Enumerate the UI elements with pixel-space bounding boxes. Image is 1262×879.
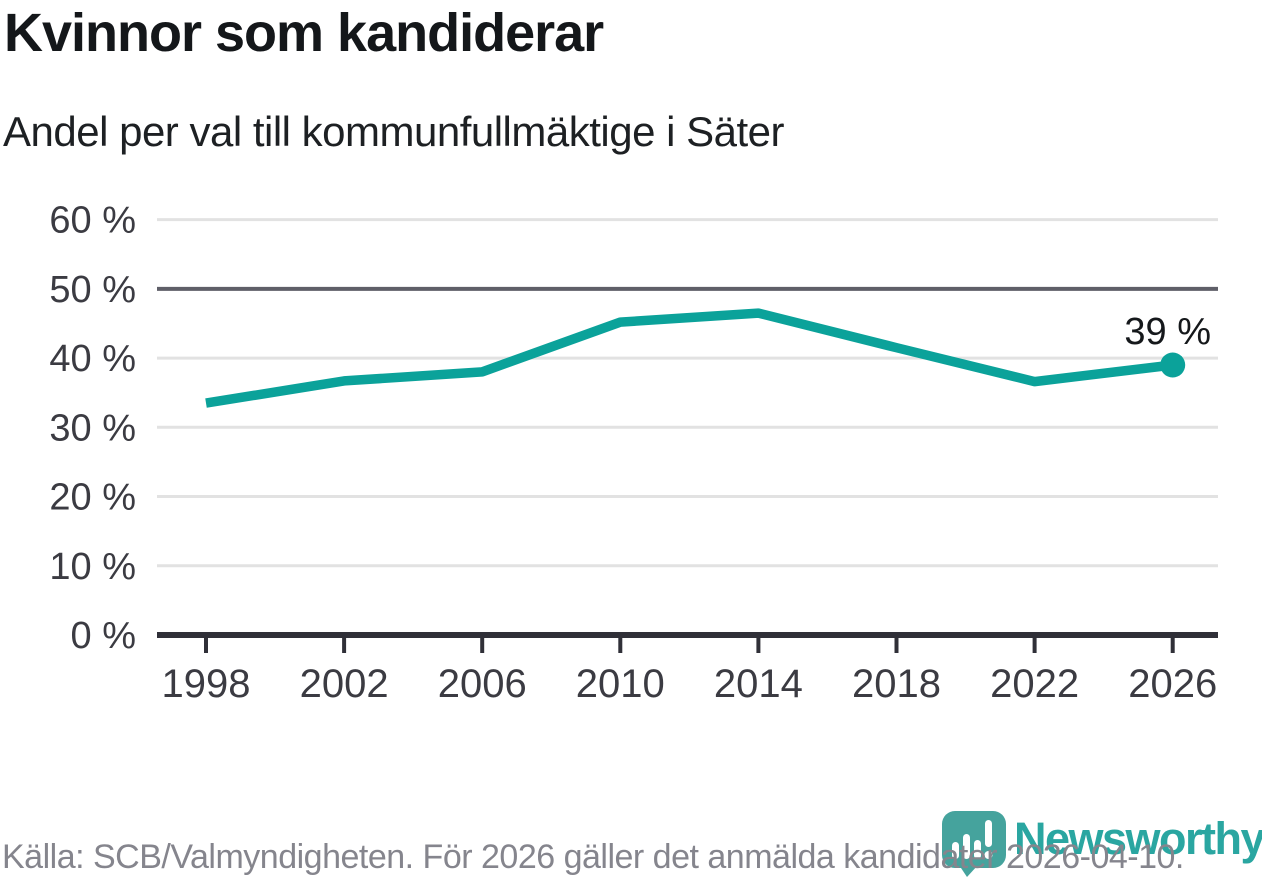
- y-tick-label: 60 %: [49, 200, 136, 242]
- source-note: Källa: SCB/Valmyndigheten. För 2026 gäll…: [2, 838, 1184, 876]
- newsworthy-wordmark: Newsworthy: [1014, 813, 1262, 864]
- series-line: [205, 308, 1174, 408]
- end-point-marker: [1160, 352, 1186, 378]
- x-tick-label: 2014: [714, 662, 803, 706]
- y-tick-label: 20 %: [49, 477, 136, 519]
- chart-subtitle: Andel per val till kommunfullmäktige i S…: [3, 108, 785, 155]
- x-tick-label: 2010: [576, 662, 665, 706]
- end-point-label: 39 %: [1124, 311, 1211, 353]
- y-tick-label: 50 %: [49, 269, 136, 311]
- newsworthy-branding: Newsworthy: [942, 811, 1262, 877]
- x-tick-label: 1998: [162, 662, 251, 706]
- logo-bars: [952, 820, 993, 859]
- y-tick-label: 10 %: [49, 546, 136, 588]
- x-tick-label: 2022: [990, 662, 1079, 706]
- x-tick-label: 2026: [1128, 662, 1217, 706]
- y-tick-label: 0 %: [71, 615, 136, 657]
- x-tick-label: 2006: [438, 662, 527, 706]
- newsworthy-pin-barchart-icon: [942, 811, 1006, 877]
- x-tick-label: 2002: [300, 662, 389, 706]
- y-tick-label: 40 %: [49, 338, 136, 380]
- y-tick-label: 30 %: [49, 407, 136, 449]
- chart-title: Kvinnor som kandiderar: [4, 3, 604, 63]
- x-tick-label: 2018: [852, 662, 941, 706]
